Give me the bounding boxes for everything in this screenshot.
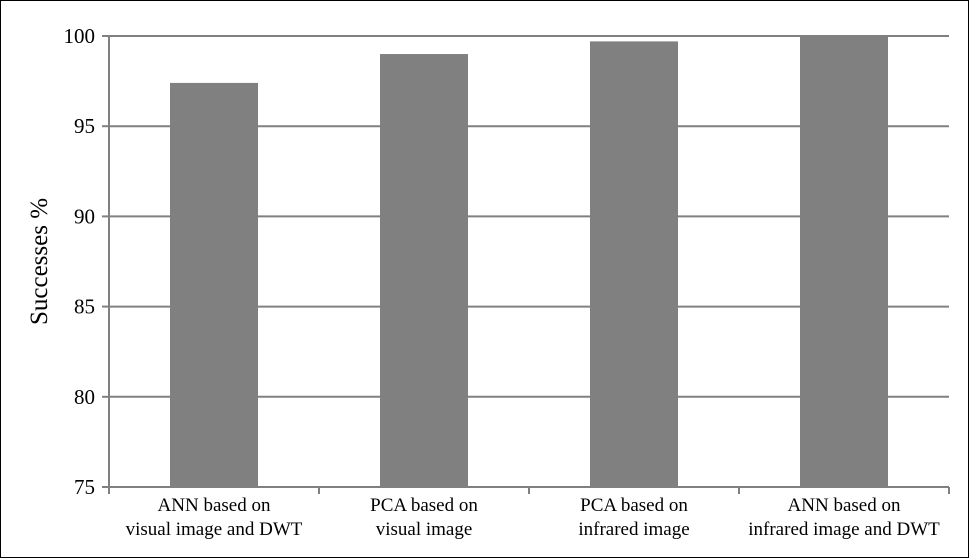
y-tick-label-85: 85 <box>74 295 95 319</box>
y-tick-label-75: 75 <box>74 475 95 499</box>
x-category-label-4-line-2: infrared image and DWT <box>748 519 940 540</box>
x-category-label-3-line-2: infrared image <box>578 519 689 540</box>
x-category-label-4-line-1: ANN based on <box>788 495 901 516</box>
bar-2 <box>380 54 468 487</box>
x-category-label-1-line-2: visual image and DWT <box>126 519 303 540</box>
bar-1 <box>170 82 258 488</box>
x-category-label-3-line-1: PCA based on <box>580 495 688 516</box>
y-tick-label-90: 90 <box>74 204 95 228</box>
x-category-label-2-line-1: PCA based on <box>370 495 478 516</box>
x-category-label-2-line-2: visual image <box>376 519 473 540</box>
x-category-label-1-line-1: ANN based on <box>158 495 271 516</box>
bar-3 <box>590 41 678 488</box>
y-tick-label-80: 80 <box>74 385 95 409</box>
y-tick-label-100: 100 <box>64 24 96 48</box>
bar-4 <box>800 36 888 487</box>
y-axis-title: Successes % <box>26 198 53 325</box>
y-tick-label-95: 95 <box>74 114 95 138</box>
